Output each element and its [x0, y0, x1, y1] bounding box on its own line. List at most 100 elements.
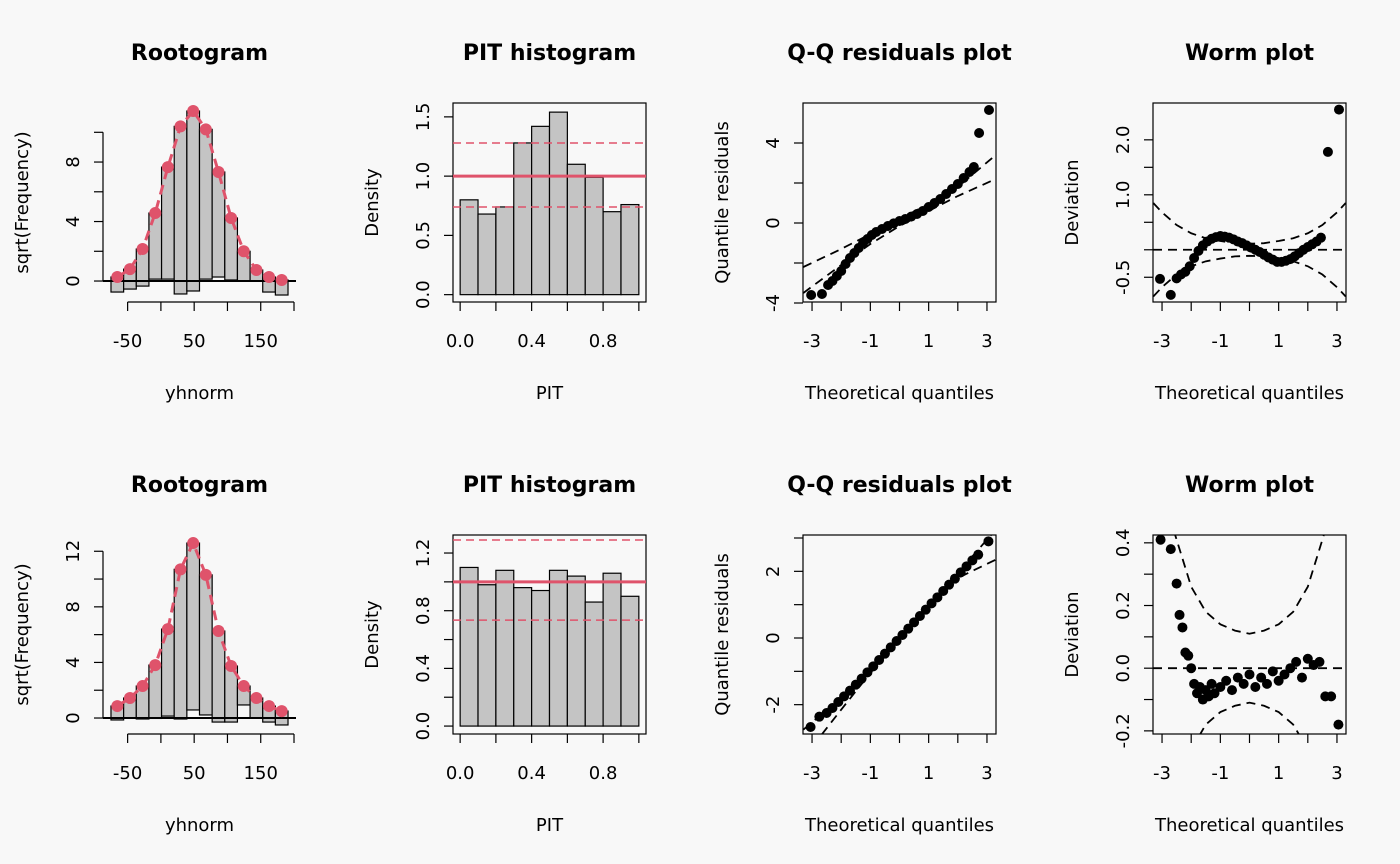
point — [1322, 146, 1333, 157]
x-tick-label: 0.4 — [517, 763, 546, 784]
y-tick-label: 1.0 — [413, 162, 434, 191]
x-axis-label: yhnorm — [165, 383, 234, 404]
bar — [477, 213, 497, 296]
point — [914, 611, 925, 621]
expected-point — [250, 264, 263, 277]
x-tick-label: -50 — [113, 331, 142, 352]
point — [1174, 609, 1185, 620]
x-axis-label: Theoretical quantiles — [1154, 383, 1344, 404]
x-tick-label: -1 — [1211, 763, 1229, 784]
x-tick-label: -3 — [1153, 763, 1171, 784]
panel: PIT histogram PIT Density 0.0 0.4 0.8 0.0 0.5 1.… — [362, 41, 647, 404]
y-tick-label: 8 — [63, 156, 84, 167]
point — [1221, 675, 1232, 686]
y-tick-label: 12 — [63, 540, 84, 563]
y-axis-label: Quantile residuals — [712, 553, 733, 716]
bar — [566, 575, 586, 727]
panel-title: Worm plot — [1185, 41, 1314, 66]
point — [874, 655, 885, 665]
point — [856, 673, 867, 684]
expected-point — [237, 245, 250, 258]
hanging-bar — [186, 110, 201, 292]
x-tick-label: 3 — [981, 331, 992, 352]
point — [1189, 253, 1200, 264]
expected-point — [237, 680, 250, 693]
point — [1227, 685, 1238, 696]
expected-point — [149, 207, 162, 220]
panel-title: PIT histogram — [463, 41, 636, 66]
point — [1333, 719, 1344, 730]
y-tick-label: -2 — [763, 696, 784, 714]
y-tick-label: 0.0 — [1113, 654, 1134, 683]
x-tick-label: 0.8 — [589, 763, 618, 784]
expected-point — [136, 243, 149, 256]
point — [816, 289, 827, 299]
point — [1244, 669, 1255, 680]
point — [1171, 578, 1182, 589]
bar — [548, 569, 568, 727]
x-tick-label: 0.0 — [446, 331, 475, 352]
expected-point — [136, 680, 149, 693]
expected-point — [199, 568, 212, 581]
point — [1232, 672, 1243, 683]
point — [1314, 656, 1325, 667]
panel: Worm plot Theoretical quantiles Deviation -… — [1062, 473, 1347, 836]
hanging-bar — [148, 664, 163, 720]
bar — [602, 211, 622, 296]
x-tick-label: 3 — [1331, 331, 1342, 352]
x-tick-label: 0.8 — [589, 331, 618, 352]
point — [1209, 688, 1220, 699]
point — [897, 630, 908, 640]
panel-title: Rootogram — [131, 41, 268, 66]
y-tick-label: 0 — [63, 712, 84, 723]
hanging-bar — [160, 166, 175, 280]
point — [920, 604, 931, 615]
x-tick-label: 150 — [244, 763, 278, 784]
y-axis-label: Density — [362, 600, 383, 669]
x-tick-label: 3 — [1331, 763, 1342, 784]
y-axis-label: Density — [362, 168, 383, 237]
bar — [513, 142, 533, 296]
confidence-band — [1174, 535, 1325, 635]
panel-title: Q-Q residuals plot — [787, 473, 1012, 498]
x-tick-label: 1 — [1273, 763, 1284, 784]
x-tick-label: -1 — [1211, 331, 1229, 352]
expected-point — [161, 623, 174, 636]
point — [879, 648, 890, 659]
point — [806, 290, 817, 300]
hanging-bar — [186, 542, 201, 711]
point — [1184, 261, 1195, 272]
point — [1285, 663, 1296, 674]
y-tick-label: 1.2 — [413, 539, 434, 568]
point — [1256, 672, 1267, 683]
expected-point — [263, 271, 276, 284]
plot-area — [803, 105, 996, 300]
x-axis-label: yhnorm — [165, 815, 234, 836]
expected-point — [123, 263, 136, 276]
panel-title: Rootogram — [131, 473, 268, 498]
point — [1186, 663, 1197, 674]
expected-point — [149, 659, 162, 672]
x-tick-label: -3 — [803, 763, 821, 784]
y-tick-label: 0.4 — [413, 654, 434, 683]
x-tick-label: 150 — [244, 331, 278, 352]
point — [1302, 653, 1313, 664]
expected-point — [187, 537, 200, 550]
bar — [602, 572, 622, 727]
y-tick-label: 1.0 — [1113, 180, 1134, 209]
point — [983, 536, 994, 547]
plot-box — [802, 102, 997, 303]
x-axis-label: PIT — [536, 815, 564, 836]
panel: PIT histogram PIT Density 0.0 0.4 0.8 0.0 0.4 0.… — [362, 473, 647, 836]
point — [1296, 672, 1307, 683]
expected-point — [212, 625, 225, 638]
x-tick-label: 0.0 — [446, 763, 475, 784]
point — [973, 549, 984, 560]
hanging-bar — [211, 171, 226, 278]
expected-point — [250, 692, 263, 705]
y-tick-label: -4 — [763, 294, 784, 312]
x-tick-label: 1 — [923, 763, 934, 784]
y-tick-label: 0.5 — [413, 221, 434, 250]
y-tick-label: 0 — [63, 275, 84, 286]
y-tick-label: 4 — [63, 216, 84, 227]
